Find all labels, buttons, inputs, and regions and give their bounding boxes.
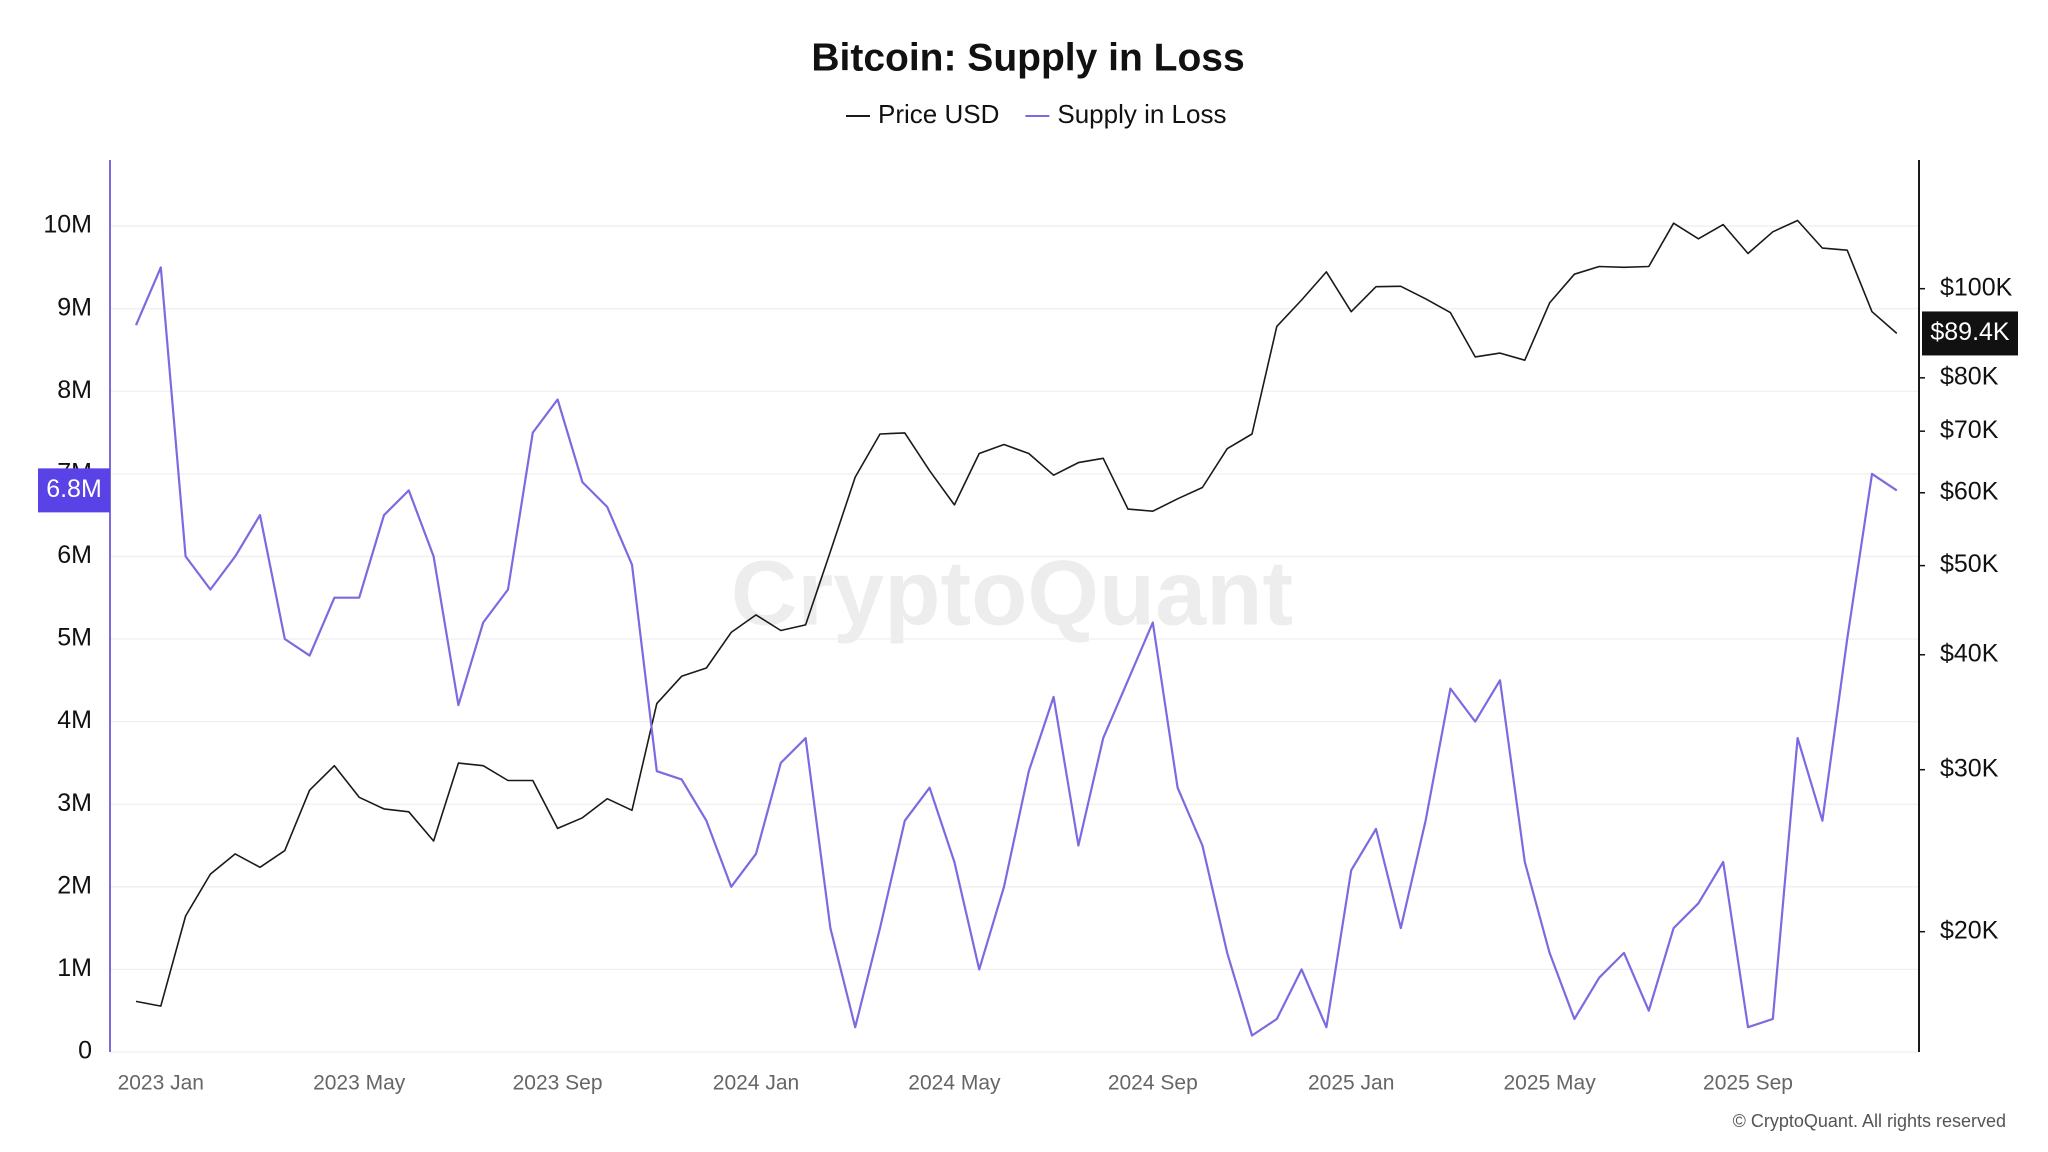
y2-tick-label: $40K [1940, 639, 1999, 667]
y-tick-label: 5M [57, 624, 92, 652]
chart-title: Bitcoin: Supply in Loss [811, 36, 1244, 79]
y2-tick-label: $30K [1940, 754, 1999, 782]
value-tag-label: $89.4K [1930, 318, 2010, 346]
y-tick-label: 9M [57, 293, 92, 321]
y2-tick-label: $20K [1940, 916, 1999, 944]
value-tag [38, 468, 110, 513]
y2-tick-label: $60K [1940, 477, 1999, 505]
x-tick-label: 2023 Sep [513, 1072, 603, 1095]
value-tag-label: 6.8M [46, 475, 102, 503]
y-tick-label: 3M [57, 789, 92, 817]
x-tick-label: 2023 May [313, 1072, 406, 1095]
y2-tick-label: $70K [1940, 416, 1999, 444]
y-tick-label: 2M [57, 871, 92, 899]
y-tick-label: 10M [43, 211, 92, 239]
y-tick-label: 0 [78, 1037, 92, 1065]
footer: © CryptoQuant. All rights reserved [1733, 1111, 2006, 1131]
x-tick-label: 2024 Sep [1108, 1072, 1198, 1095]
x-tick-label: 2025 May [1503, 1072, 1596, 1095]
y-tick-label: 4M [57, 706, 92, 734]
x-tick-label: 2025 Jan [1308, 1072, 1394, 1095]
legend-label: Supply in Loss [1057, 99, 1226, 129]
y2-tick-label: $80K [1940, 362, 1999, 390]
y-tick-label: 8M [57, 376, 92, 404]
value-tag [1922, 311, 2018, 356]
y2-tick-label: $50K [1940, 550, 1999, 578]
y-tick-label: 1M [57, 954, 92, 982]
series-line [134, 266, 1898, 1037]
x-tick-label: 2023 Jan [118, 1072, 204, 1095]
y-tick-label: 6M [57, 541, 92, 569]
x-tick-label: 2024 May [908, 1072, 1001, 1095]
x-tick-label: 2024 Jan [713, 1072, 799, 1095]
x-tick-label: 2025 Sep [1703, 1072, 1793, 1095]
y2-tick-label: $100K [1940, 273, 2013, 301]
series-line [135, 219, 1898, 1007]
watermark: CryptoQuant [731, 542, 1293, 644]
legend-label: Price USD [878, 99, 999, 129]
